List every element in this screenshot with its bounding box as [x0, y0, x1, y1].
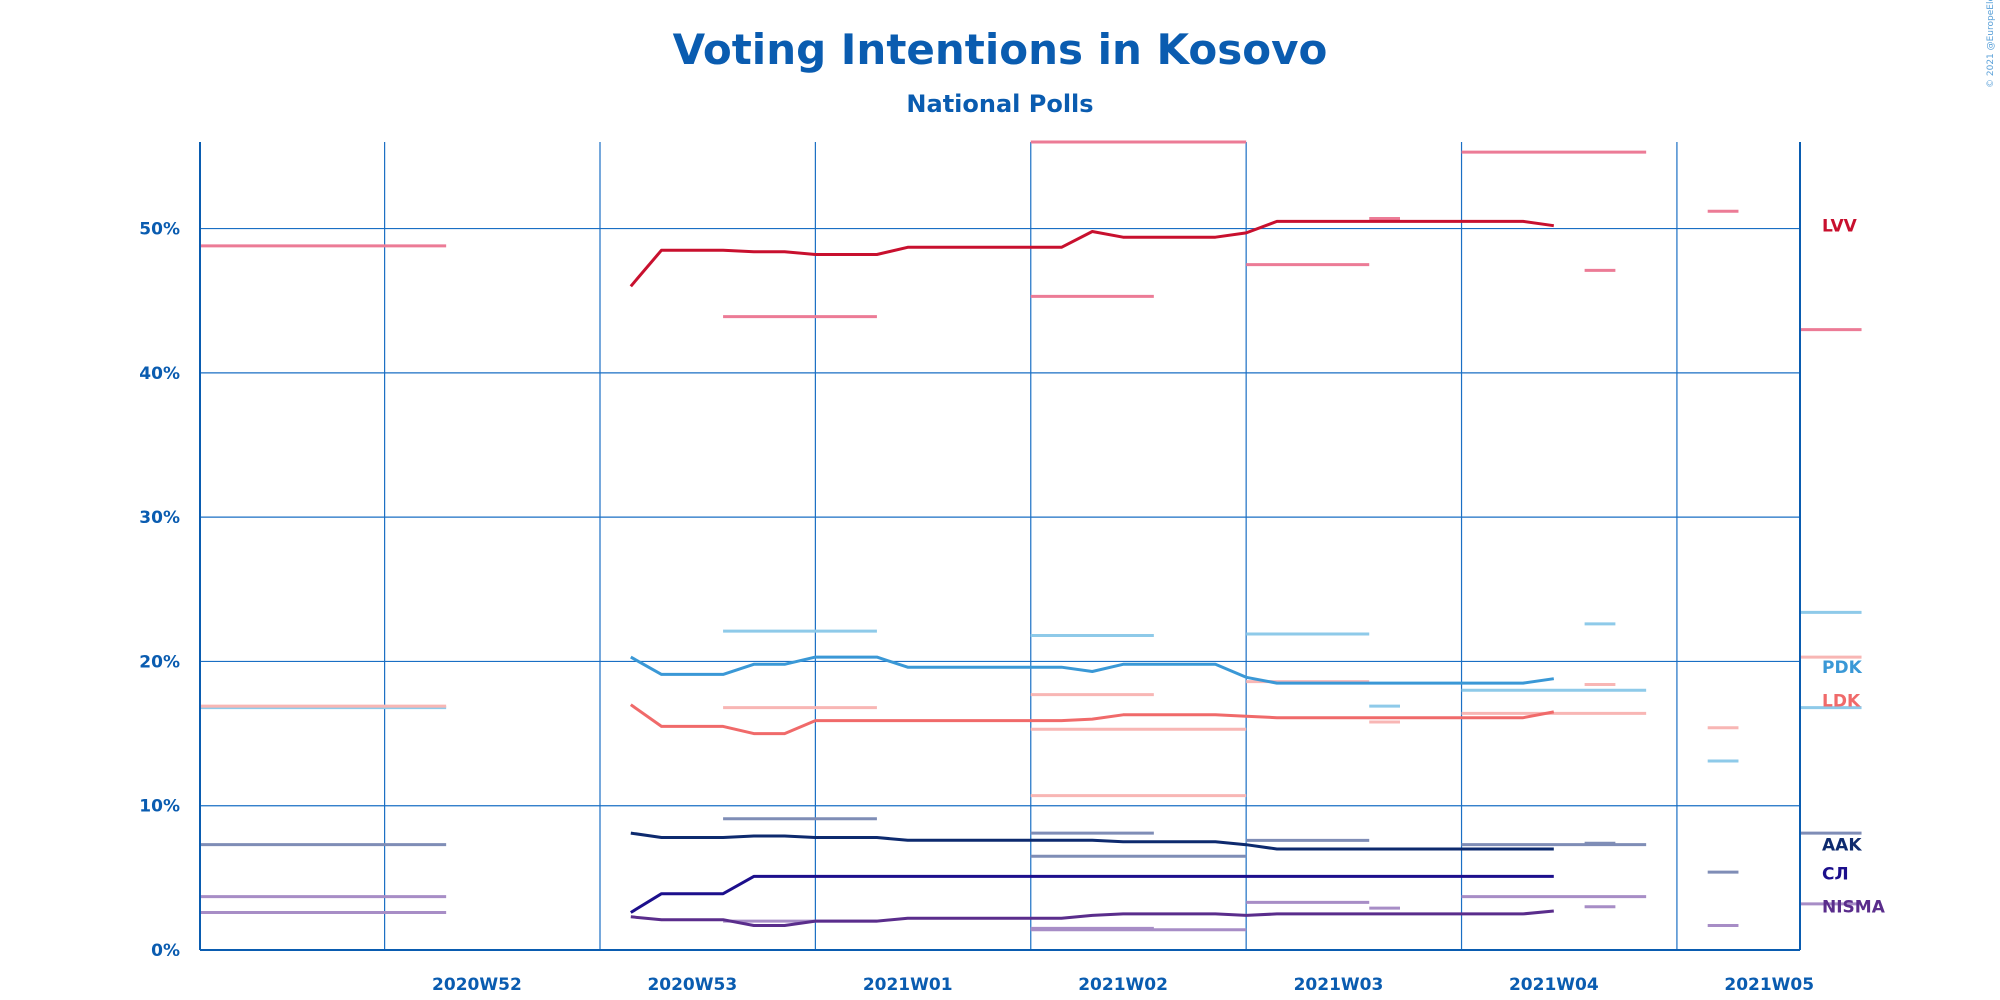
y-tick-label: 20% — [139, 652, 180, 672]
trend-line-sl — [630, 874, 1554, 914]
trend-line-lvv — [629, 219, 1555, 288]
x-tick-label: 2021W02 — [1078, 975, 1168, 995]
y-tick-label: 40% — [139, 364, 180, 384]
y-tick-label: 10% — [139, 797, 180, 817]
x-tick-label: 2021W04 — [1509, 975, 1599, 995]
x-tick-label: 2021W01 — [863, 975, 953, 995]
y-tick-label: 50% — [139, 220, 180, 240]
trend-line-nisma — [630, 909, 1554, 927]
party-labels: LVV PDK LDK AAK СЛ NISMA — [1822, 217, 1886, 918]
y-tick-label: 30% — [139, 508, 180, 528]
chart-subtitle: National Polls — [906, 90, 1093, 118]
party-label-aak: AAK — [1822, 836, 1862, 856]
trend-line-ldk — [629, 703, 1555, 736]
grid — [200, 142, 1800, 950]
trend-lines — [629, 219, 1555, 927]
poll-markers — [200, 140, 1862, 932]
x-tick-label: 2021W03 — [1294, 975, 1384, 995]
trend-line-pdk — [630, 655, 1555, 685]
trend-line-aak — [630, 831, 1554, 851]
x-tick-label: 2021W05 — [1724, 975, 1814, 995]
y-tick-label: 0% — [151, 941, 180, 961]
axes: 0% 10% 20% 30% 40% 50% 2020W52 2020W53 2021W01 20… — [139, 142, 1814, 995]
party-label-ldk: LDK — [1822, 691, 1861, 711]
party-label-sl: СЛ — [1822, 865, 1849, 885]
party-label-pdk: PDK — [1822, 658, 1863, 678]
x-tick-label: 2020W52 — [432, 975, 522, 995]
copyright-text: © 2021 @EuropeElects — [1986, 0, 1996, 88]
party-label-lvv: LVV — [1822, 217, 1858, 237]
chart-title: Voting Intentions in Kosovo — [673, 25, 1328, 74]
x-tick-label: 2020W53 — [647, 975, 737, 995]
party-label-nisma: NISMA — [1822, 898, 1886, 918]
